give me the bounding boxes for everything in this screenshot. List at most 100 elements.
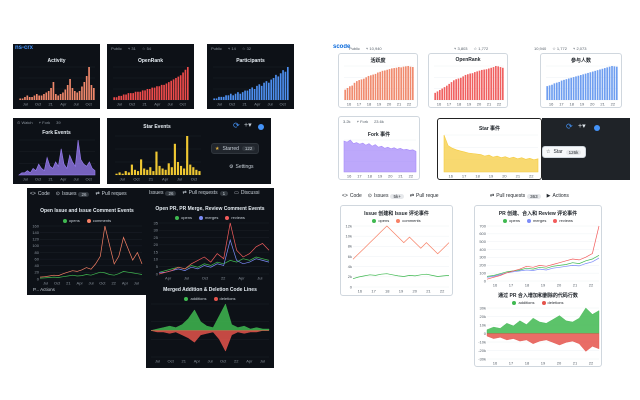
- pr-legend: opens merges reviews: [475, 218, 601, 223]
- bar: [497, 66, 499, 100]
- y-tick-label: 120: [32, 237, 39, 242]
- y-tick-label: 10k: [480, 322, 486, 327]
- fork-count[interactable]: ⑂ 31: [127, 45, 136, 51]
- bar: [388, 69, 391, 100]
- watch-button[interactable]: ⊙ Watch: [17, 119, 33, 125]
- bar: [363, 78, 365, 100]
- settings-label: Settings: [235, 164, 254, 170]
- fork-count[interactable]: ⑂ 14: [227, 45, 236, 51]
- fork-button[interactable]: ⑂ Fork: [38, 119, 51, 125]
- bar: [229, 93, 232, 100]
- bar: [251, 87, 254, 100]
- watch-count[interactable]: 3.2k: [343, 118, 351, 124]
- tab-pull-requests[interactable]: ⇄ Pull requests 363: [490, 193, 541, 199]
- x-tick-label: 16: [448, 174, 453, 179]
- settings-link[interactable]: ⚙ Settings: [229, 164, 254, 170]
- x-tick-label: 22: [409, 174, 414, 179]
- tab-pull-requests[interactable]: ⇄ Pull reque: [410, 193, 439, 199]
- participants-card-dark: Public ⑂ 14 ☆ 32 Participants Jul Oct 21 Ap…: [207, 44, 294, 109]
- x-tick-label: 19: [399, 289, 404, 294]
- bar: [275, 74, 277, 100]
- repo-stats-header: 10,940 ☆ 1,772 ⑂ 2,073: [530, 44, 630, 52]
- participants-title: 参与人数: [570, 58, 591, 64]
- bar: [282, 70, 284, 100]
- watch-count[interactable]: 10,940: [534, 45, 547, 51]
- star-count[interactable]: ☆ 1,772: [473, 45, 489, 51]
- refresh-icon[interactable]: ⟳: [566, 122, 573, 131]
- x-tick-label: Jul: [73, 102, 78, 107]
- tab-issues[interactable]: ⊙ Issues 5k+: [368, 193, 404, 199]
- star-count[interactable]: ☆ 32: [241, 45, 252, 51]
- area-series-deletions: [486, 333, 600, 352]
- tab-discussions[interactable]: ▭ Discussi: [234, 190, 259, 196]
- series-line-opens: [39, 271, 143, 279]
- bar: [365, 77, 367, 100]
- star-count[interactable]: ☆ 1,772: [552, 45, 567, 51]
- star-count[interactable]: ☆ 54: [141, 45, 152, 51]
- bar: [469, 73, 471, 100]
- y-tick-label: 2k: [348, 274, 352, 279]
- bar: [57, 95, 60, 100]
- bar: [71, 88, 74, 100]
- avatar[interactable]: [258, 124, 264, 130]
- x-tick-label: 22: [234, 359, 239, 364]
- add-icon[interactable]: +▾: [578, 123, 586, 130]
- refresh-icon[interactable]: ⟳: [233, 121, 240, 130]
- area-series: [18, 139, 96, 176]
- x-tick-label: Apr: [254, 102, 261, 107]
- tab-issues[interactable]: Issues 26: [149, 190, 177, 196]
- avatar[interactable]: [594, 125, 600, 131]
- tab-code[interactable]: <> Code: [30, 191, 50, 197]
- pulls-count: 1: [219, 190, 229, 196]
- x-tick-label: 20: [590, 102, 595, 107]
- bar: [455, 79, 457, 100]
- fork-count[interactable]: ⑂ 3,803: [454, 45, 468, 51]
- bar: [575, 76, 577, 100]
- series-line-comments: [39, 225, 143, 278]
- pr-line-chart: 0 5 10 15 20 25 30 35 Apr Jul Oct 22 Apr Jul: [154, 221, 270, 281]
- bar: [239, 93, 242, 100]
- y-tick-label: 600: [479, 231, 486, 236]
- area-series-deletions: [150, 330, 269, 352]
- bar: [256, 85, 258, 100]
- starred-button[interactable]: ★ Starred 122: [211, 143, 260, 154]
- pr-line-chart: 0 100 200 300 400 500 600 700 16 17 18 19 20 21 22: [479, 224, 600, 288]
- discussion-icon: ▭: [234, 190, 239, 196]
- bar: [478, 70, 481, 100]
- pulls-count: 363: [527, 193, 541, 199]
- fork-button[interactable]: ⑂ Fork: [356, 118, 369, 124]
- watch-count[interactable]: ⑂ 10,940: [365, 45, 382, 51]
- issue-legend: opens comments: [341, 218, 452, 223]
- bar: [606, 67, 609, 100]
- tab-pull-requests[interactable]: ⇄ Pull reques: [95, 191, 126, 197]
- x-tick-label: Apr: [122, 281, 129, 286]
- x-tick-label: 20: [477, 102, 482, 107]
- bar: [92, 88, 95, 100]
- x-tick-label: 20: [412, 289, 417, 294]
- fork-count[interactable]: ⑂ 2,073: [572, 45, 587, 51]
- star-button[interactable]: ☆ Star 126k: [542, 146, 586, 158]
- legend-merges-label: merges: [205, 215, 219, 220]
- legend-reviews-label: reviews: [231, 215, 245, 220]
- x-tick-label: Apr: [246, 359, 253, 364]
- bar: [127, 172, 130, 175]
- bar: [495, 66, 497, 100]
- tab-code[interactable]: <> Code: [342, 193, 362, 199]
- x-tick-label: Jul: [43, 281, 48, 286]
- x-tick-label: 16: [437, 102, 442, 107]
- bar: [448, 83, 450, 100]
- bar: [121, 173, 124, 175]
- bar: [218, 96, 220, 100]
- tab-issues[interactable]: ⊙ Issues 26: [56, 191, 90, 197]
- bar: [560, 80, 563, 100]
- bar: [158, 165, 161, 175]
- tab-actions[interactable]: ▶ Actions: [547, 193, 569, 199]
- add-icon[interactable]: +▾: [244, 122, 252, 129]
- bar: [170, 167, 173, 175]
- bar: [462, 76, 464, 100]
- tab-pull-requests[interactable]: ⇄ Pull requests 1: [182, 190, 229, 196]
- repo-toolbar: 3.2k ⑂ Fork 23.6k: [339, 117, 419, 125]
- y-tick-label: 20k: [480, 314, 486, 319]
- x-tick-label: 22: [589, 361, 594, 366]
- legend-deletions: deletions: [213, 296, 236, 301]
